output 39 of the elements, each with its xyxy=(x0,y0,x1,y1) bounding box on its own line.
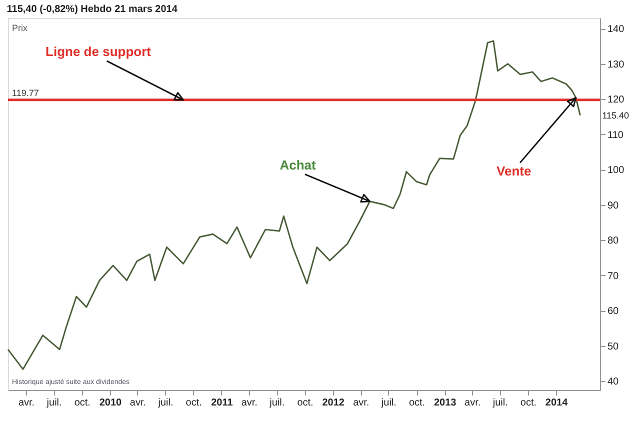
x-tick-label: avr. xyxy=(464,398,481,408)
y-tick-label: 40 xyxy=(608,376,620,388)
x-tick-label: avr. xyxy=(241,398,258,408)
y-tick-label: 100 xyxy=(608,165,625,176)
x-tick-label: avr. xyxy=(130,398,146,408)
y-tick-label: 80 xyxy=(608,236,620,247)
x-tick-label: 2012 xyxy=(322,398,345,408)
x-tick-label: oct. xyxy=(520,398,537,408)
x-tick-label: oct. xyxy=(186,398,202,408)
y-tick-label: 120 xyxy=(608,94,625,106)
x-tick-label: avr. xyxy=(353,398,370,408)
y-tick-label: 90 xyxy=(608,200,620,212)
x-tick-label: juil. xyxy=(492,398,508,408)
x-tick-label: avr. xyxy=(18,398,35,408)
x-tick-label: oct. xyxy=(408,398,426,408)
annotation: Vente xyxy=(496,164,532,179)
x-tick-label: 2014 xyxy=(545,398,568,408)
y-tick-label: 130 xyxy=(608,59,625,70)
line-series xyxy=(7,40,581,370)
ref-line-label: 119.77 xyxy=(12,88,39,98)
y-tick-label: 70 xyxy=(608,270,620,282)
annotation: Prix xyxy=(12,23,28,33)
annotation: Ligne de support xyxy=(46,44,152,59)
x-tick-label: 2010 xyxy=(99,398,122,408)
y-tick-label: 50 xyxy=(608,341,620,352)
x-tick-label: juil. xyxy=(46,398,62,408)
chart-title: 115,40 (-0,82%) Hebdo 21 mars 2014 xyxy=(6,4,178,15)
x-tick-label: juil. xyxy=(268,398,285,408)
y-tick-label: 110 xyxy=(608,130,624,141)
x-tick-label: oct. xyxy=(74,398,90,408)
annotation: Achat xyxy=(280,157,317,172)
x-tick-label: juil. xyxy=(157,398,174,408)
y-tick-label: 60 xyxy=(608,306,620,318)
x-tick-label: oct. xyxy=(297,398,314,408)
x-tick-label: juil. xyxy=(380,398,396,408)
x-tick-label: 2011 xyxy=(211,398,234,408)
x-tick-label: 2013 xyxy=(434,398,457,408)
annotation: 115.40 xyxy=(602,110,630,120)
y-tick-label: 140 xyxy=(608,24,625,36)
